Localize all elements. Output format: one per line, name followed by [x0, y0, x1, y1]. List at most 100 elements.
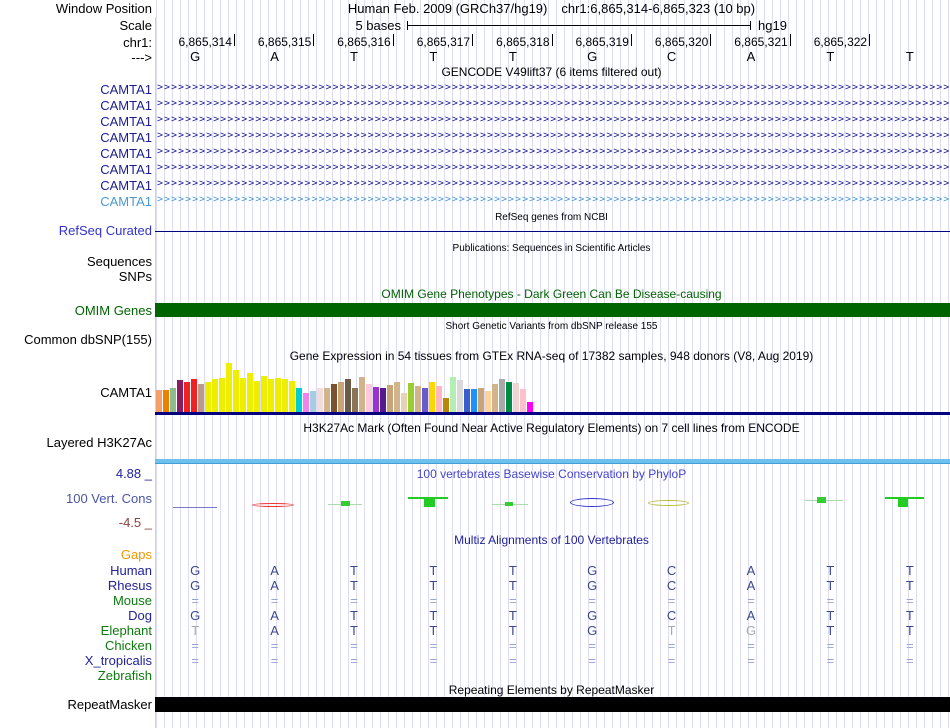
header-title: Human Feb. 2009 (GRCh37/hg19) chr1:6,865…	[155, 1, 948, 16]
phylop-mark-box	[898, 497, 908, 507]
phylop-track-title: 100 vertebrates Basewise Conservation by…	[416, 467, 687, 481]
multiz-species-label[interactable]: Mouse	[112, 593, 152, 608]
multiz-base: G	[745, 623, 757, 638]
refseq-curated-label[interactable]: RefSeq Curated	[58, 223, 152, 238]
genome-label: hg19	[758, 18, 787, 33]
multiz-species-label[interactable]: Human	[110, 563, 152, 578]
gencode-row-label[interactable]: CAMTA1	[100, 178, 152, 193]
gtex-expression-bar	[184, 382, 190, 412]
multiz-species-label[interactable]: Elephant	[100, 623, 152, 638]
gtex-expression-bar	[471, 389, 477, 412]
coordinate-label: 6,865,316	[337, 35, 391, 49]
repeatmasker-bar[interactable]	[155, 697, 950, 712]
multiz-base: A	[270, 608, 279, 623]
gtex-expression-bar	[485, 391, 491, 412]
multiz-species-label[interactable]: Chicken	[105, 638, 152, 653]
gencode-transcript-arrows[interactable]: >>>>>>>>>>>>>>>>>>>>>>>>>>>>>>>>>>>>>>>>…	[157, 194, 949, 205]
gtex-expression-bar	[163, 390, 169, 412]
base-letter: A	[746, 49, 756, 64]
gencode-row-label[interactable]: CAMTA1	[100, 130, 152, 145]
multiz-base: T	[350, 578, 358, 593]
gencode-transcript-arrows[interactable]: >>>>>>>>>>>>>>>>>>>>>>>>>>>>>>>>>>>>>>>>…	[157, 146, 949, 157]
gtex-expression-bar	[296, 388, 302, 412]
multiz-base: =	[429, 653, 438, 668]
coordinate-label: 6,865,322	[813, 35, 868, 49]
gencode-row-label[interactable]: CAMTA1	[100, 98, 152, 113]
coordinate-label: 6,865,319	[575, 35, 629, 49]
gencode-transcript-arrows[interactable]: >>>>>>>>>>>>>>>>>>>>>>>>>>>>>>>>>>>>>>>>…	[157, 114, 949, 125]
gtex-expression-bar	[513, 383, 519, 412]
multiz-base: =	[350, 593, 358, 608]
multiz-species-label[interactable]: Dog	[128, 608, 152, 623]
gtex-expression-bar	[436, 386, 442, 412]
multiz-base: T	[429, 563, 438, 578]
repeatmasker-label[interactable]: RepeatMasker	[67, 697, 152, 712]
gencode-row-label[interactable]: CAMTA1	[100, 114, 152, 129]
coordinate-tick	[551, 34, 553, 46]
multiz-base: =	[429, 593, 438, 608]
gtex-expression-bar	[170, 388, 176, 412]
coordinate-tick	[313, 34, 315, 46]
multiz-base: G	[587, 623, 598, 638]
gencode-row-label[interactable]: CAMTA1	[100, 194, 152, 209]
multiz-species-label[interactable]: Rhesus	[107, 578, 152, 593]
gencode-row-label[interactable]: CAMTA1	[100, 162, 152, 177]
multiz-base: T	[429, 578, 438, 593]
multiz-base: G	[587, 578, 598, 593]
gtex-expression-bar	[345, 379, 351, 412]
sequences-label[interactable]: Sequences	[86, 254, 152, 269]
multiz-base: T	[191, 623, 200, 638]
position-text: chr1:6,865,314-6,865,323 (10 bp)	[561, 1, 756, 16]
gencode-transcript-arrows[interactable]: >>>>>>>>>>>>>>>>>>>>>>>>>>>>>>>>>>>>>>>>…	[157, 162, 949, 173]
phylop-label[interactable]: 100 Vert. Cons	[66, 491, 152, 506]
gtex-expression-bar	[373, 387, 379, 412]
refseq-gene-line[interactable]	[155, 231, 950, 232]
gencode-transcript-arrows[interactable]: >>>>>>>>>>>>>>>>>>>>>>>>>>>>>>>>>>>>>>>>…	[157, 82, 949, 93]
gtex-expression-bar	[450, 377, 456, 412]
h3k27ac-track-title: H3K27Ac Mark (Often Found Near Active Re…	[303, 421, 800, 435]
gencode-transcript-arrows[interactable]: >>>>>>>>>>>>>>>>>>>>>>>>>>>>>>>>>>>>>>>>…	[157, 130, 949, 141]
multiz-base: =	[667, 653, 676, 668]
snps-label[interactable]: SNPs	[118, 269, 152, 284]
grid-guidelines	[156, 0, 950, 728]
multiz-base: G	[190, 563, 201, 578]
multiz-base: =	[191, 653, 199, 668]
gtex-expression-bar	[331, 384, 337, 412]
multiz-base: T	[905, 563, 914, 578]
multiz-base: =	[667, 593, 676, 608]
common-dbsnp-label[interactable]: Common dbSNP(155)	[24, 332, 152, 347]
gtex-expression-bar	[415, 386, 421, 412]
strand-label: --->	[131, 50, 152, 65]
gtex-expression-bar	[380, 388, 386, 412]
gencode-row-label[interactable]: CAMTA1	[100, 146, 152, 161]
gtex-expression-bar	[289, 381, 295, 412]
gtex-gene-label[interactable]: CAMTA1	[100, 385, 152, 400]
multiz-base: A	[746, 578, 756, 593]
gtex-expression-bar	[156, 390, 162, 412]
base-letter: T	[429, 49, 438, 64]
multiz-base: =	[509, 653, 517, 668]
multiz-base: T	[826, 608, 835, 623]
coordinate-tick	[789, 34, 791, 46]
h3k27ac-label[interactable]: Layered H3K27Ac	[46, 435, 152, 450]
multiz-base: T	[508, 578, 517, 593]
multiz-gaps-label[interactable]: Gaps	[120, 547, 152, 562]
gtex-expression-bar	[359, 377, 365, 412]
multiz-base: T	[350, 563, 358, 578]
gtex-expression-bar	[422, 388, 428, 412]
omim-genes-label[interactable]: OMIM Genes	[74, 303, 152, 318]
gencode-transcript-arrows[interactable]: >>>>>>>>>>>>>>>>>>>>>>>>>>>>>>>>>>>>>>>>…	[157, 178, 949, 189]
gencode-transcript-arrows[interactable]: >>>>>>>>>>>>>>>>>>>>>>>>>>>>>>>>>>>>>>>>…	[157, 98, 949, 109]
gtex-expression-bar	[401, 393, 407, 412]
gtex-expression-bar	[324, 388, 330, 412]
h3k27ac-signal-band[interactable]	[155, 459, 950, 464]
gtex-expression-bar	[317, 388, 323, 412]
multiz-base: A	[270, 563, 279, 578]
omim-gene-bar[interactable]	[155, 303, 950, 317]
phylop-min-value: -4.5 _	[118, 515, 152, 530]
gencode-row-label[interactable]: CAMTA1	[100, 82, 152, 97]
multiz-species-label[interactable]: Zebrafish	[97, 668, 152, 683]
multiz-species-label[interactable]: X_tropicalis	[84, 653, 152, 668]
coordinate-label: 6,865,314	[178, 35, 232, 49]
gtex-expression-bar	[506, 382, 512, 412]
